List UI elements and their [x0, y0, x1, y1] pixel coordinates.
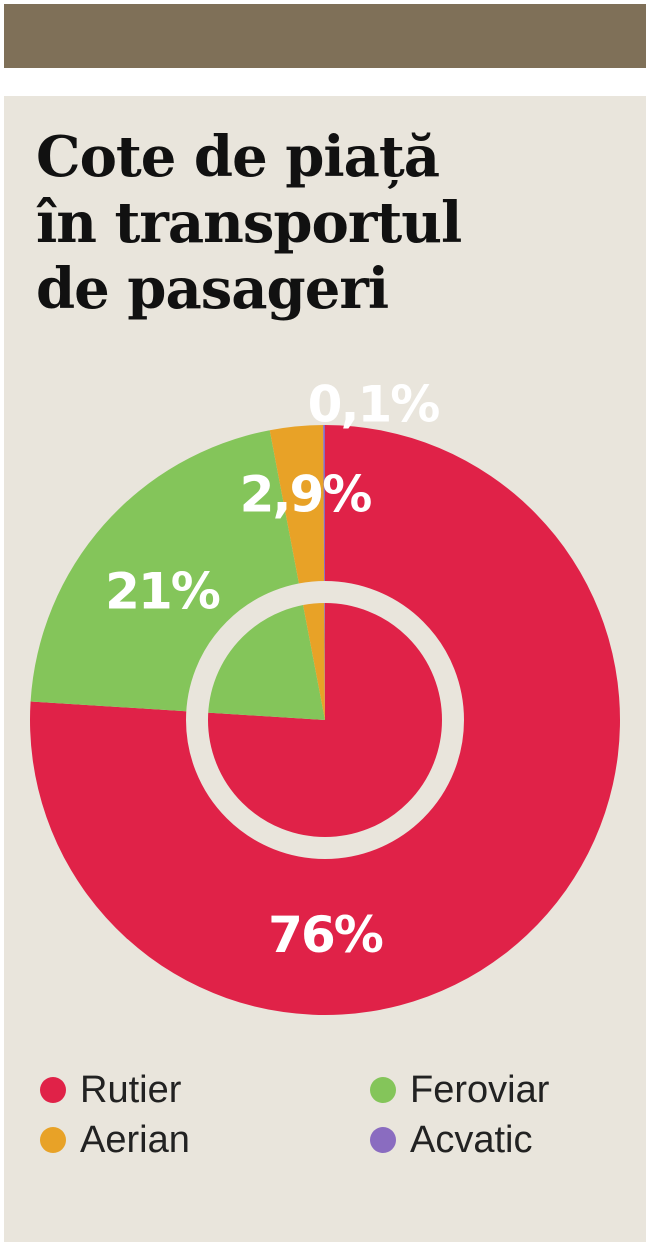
chart-title: Cote de piață în transportul de pasageri: [36, 124, 626, 322]
slice-feroviar: [30, 430, 325, 720]
top-banner-bar: [4, 4, 646, 68]
title-line-2: în transportul: [36, 190, 462, 256]
data-label-rutier: 76%: [268, 906, 383, 964]
legend-item-acvatic: Acvatic: [370, 1118, 532, 1162]
data-label-acvatic: 0,1%: [308, 380, 440, 434]
slice-acvatic: [323, 425, 325, 720]
legend-item-aerian: Aerian: [40, 1118, 190, 1162]
legend-label-feroviar: Feroviar: [410, 1068, 550, 1111]
legend-item-rutier: Rutier: [40, 1068, 181, 1112]
slice-aerian: [269, 425, 325, 720]
chart-legend: Rutier Feroviar Aerian Acvatic: [40, 1068, 620, 1168]
legend-dot-rutier: [40, 1077, 66, 1103]
legend-dot-feroviar: [370, 1077, 396, 1103]
legend-item-feroviar: Feroviar: [370, 1068, 549, 1112]
slice-rutier: [30, 425, 621, 1015]
legend-dot-aerian: [40, 1127, 66, 1153]
data-label-aerian: 2,9%: [240, 466, 372, 524]
inner-ring: [186, 581, 464, 859]
legend-dot-acvatic: [370, 1127, 396, 1153]
title-line-3: de pasageri: [36, 256, 389, 322]
legend-label-rutier: Rutier: [80, 1068, 182, 1111]
title-line-1: Cote de piață: [36, 124, 440, 190]
donut-chart: 76% 21% 2,9% 0,1%: [30, 380, 621, 1015]
data-label-feroviar: 21%: [105, 563, 220, 621]
legend-label-aerian: Aerian: [80, 1118, 190, 1161]
legend-label-acvatic: Acvatic: [410, 1118, 533, 1161]
